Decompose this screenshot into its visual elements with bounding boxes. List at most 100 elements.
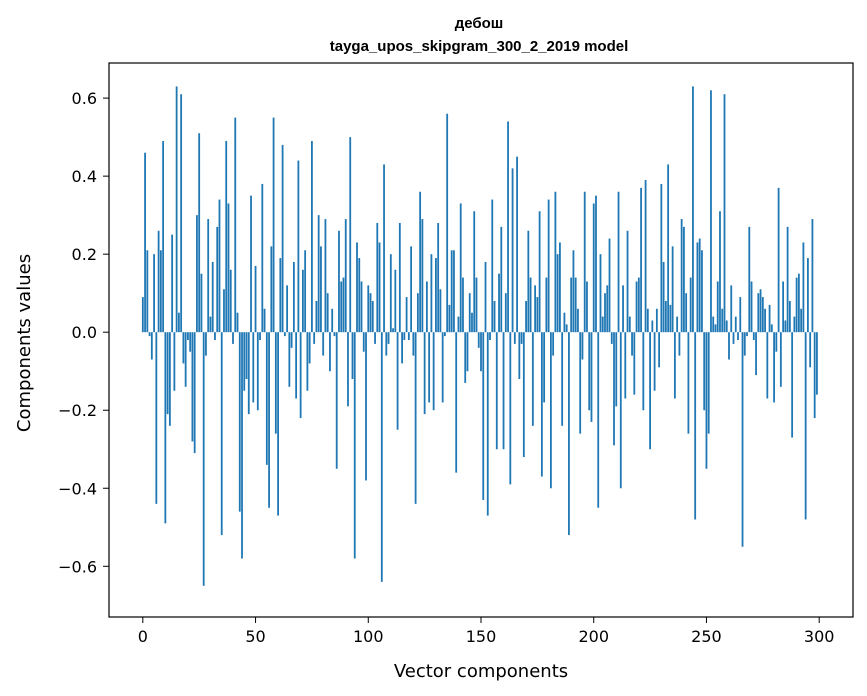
bar-182 (552, 332, 555, 356)
bar-248 (701, 250, 703, 333)
bar-203 (599, 254, 602, 333)
y-tick-label: 0.4 (72, 167, 97, 186)
bar-277 (766, 332, 769, 399)
bar-0 (141, 297, 144, 333)
bar-69 (297, 160, 300, 333)
bar-97 (360, 281, 363, 333)
bar-275 (761, 297, 764, 333)
bar-85 (333, 332, 336, 337)
bar-70 (299, 332, 302, 419)
bar-221 (640, 187, 642, 333)
bar-222 (642, 332, 645, 411)
bar-157 (495, 332, 498, 450)
bar-55 (265, 332, 268, 465)
bar-158 (498, 273, 500, 333)
bar-25 (198, 133, 201, 333)
x-tick-label: 300 (804, 627, 835, 646)
bar-253 (712, 316, 715, 333)
bar-154 (489, 332, 491, 340)
bar-131 (437, 222, 440, 333)
chart-subtitle: tayga_upos_skipgram_300_2_2019 model (330, 38, 629, 55)
bar-262 (732, 332, 735, 344)
bar-258 (723, 94, 726, 333)
bar-281 (775, 332, 778, 352)
bar-129 (432, 332, 435, 411)
bar-21 (189, 332, 192, 352)
bar-93 (351, 332, 354, 380)
bar-30 (209, 316, 212, 333)
bar-204 (601, 316, 604, 333)
bar-11 (166, 332, 169, 415)
bar-295 (807, 258, 809, 333)
bar-214 (624, 332, 627, 399)
bar-47 (247, 332, 250, 415)
bar-106 (380, 332, 383, 582)
bar-265 (739, 297, 742, 333)
bar-126 (425, 281, 428, 333)
bar-283 (779, 332, 782, 387)
bar-56 (268, 332, 270, 508)
bar-7 (157, 230, 160, 333)
bar-54 (263, 308, 266, 333)
bar-147 (473, 211, 476, 333)
bar-64 (286, 285, 289, 333)
bar-280 (773, 332, 775, 403)
bar-37 (225, 141, 228, 333)
bar-155 (491, 199, 494, 333)
bar-76 (313, 332, 316, 344)
bar-100 (367, 285, 370, 333)
bar-193 (577, 308, 579, 333)
bar-151 (482, 332, 485, 500)
bar-81 (324, 219, 327, 333)
bar-59 (274, 332, 277, 434)
bar-166 (516, 156, 518, 333)
bar-86 (335, 332, 338, 469)
bar-146 (471, 312, 473, 333)
bar-261 (730, 285, 733, 333)
bar-132 (439, 289, 442, 333)
bar-141 (459, 203, 462, 333)
bar-284 (782, 281, 785, 333)
bar-217 (631, 332, 633, 356)
bar-278 (768, 304, 771, 333)
bar-52 (259, 332, 261, 340)
bar-267 (743, 332, 746, 356)
bar-117 (405, 297, 408, 333)
bar-260 (728, 332, 730, 360)
bar-224 (646, 308, 649, 333)
bar-94 (353, 332, 356, 559)
bar-167 (518, 332, 521, 380)
bar-172 (529, 277, 532, 333)
bar-297 (811, 219, 814, 333)
bar-246 (696, 242, 699, 333)
x-tick-label: 200 (578, 627, 609, 646)
bar-53 (261, 183, 264, 333)
bar-114 (398, 222, 401, 333)
bar-207 (608, 238, 611, 333)
bar-282 (777, 187, 780, 333)
bar-143 (464, 332, 467, 383)
bar-184 (556, 254, 559, 333)
bar-39 (229, 269, 232, 333)
bar-34 (218, 199, 221, 333)
bar-290 (795, 277, 798, 333)
bar-191 (572, 250, 575, 333)
bar-206 (606, 285, 609, 333)
x-tick-label: 50 (245, 627, 265, 646)
bar-252 (710, 90, 712, 333)
bar-82 (326, 293, 329, 333)
bar-43 (238, 332, 241, 512)
bar-241 (685, 293, 688, 333)
x-tick-label: 0 (138, 627, 148, 646)
bar-285 (784, 320, 787, 333)
bar-22 (191, 332, 194, 442)
chart-title: дебош (455, 15, 504, 32)
bar-122 (416, 293, 419, 333)
bar-133 (441, 332, 444, 403)
bar-216 (628, 316, 631, 333)
bar-61 (279, 258, 282, 333)
bar-173 (531, 332, 534, 426)
y-tick-label: −0.6 (58, 557, 97, 576)
bar-185 (559, 242, 561, 333)
